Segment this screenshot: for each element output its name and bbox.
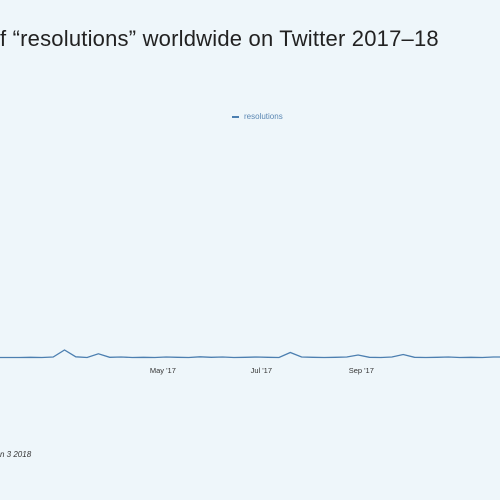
x-tick-label: Sep '17	[349, 366, 374, 375]
series-layer	[0, 349, 500, 359]
legend[interactable]: resolutions	[232, 112, 283, 121]
x-axis: May '17 Jul '17 Sep '17	[150, 366, 374, 375]
series-line-resolutions[interactable]	[0, 349, 500, 359]
legend-swatch	[232, 115, 239, 118]
x-tick-label: Jul '17	[251, 366, 272, 375]
chart-title: f “resolutions” worldwide on Twitter 201…	[0, 26, 439, 51]
x-tick-label: May '17	[150, 366, 176, 375]
legend-label: resolutions	[244, 112, 283, 121]
footnote: n 3 2018	[0, 450, 32, 459]
